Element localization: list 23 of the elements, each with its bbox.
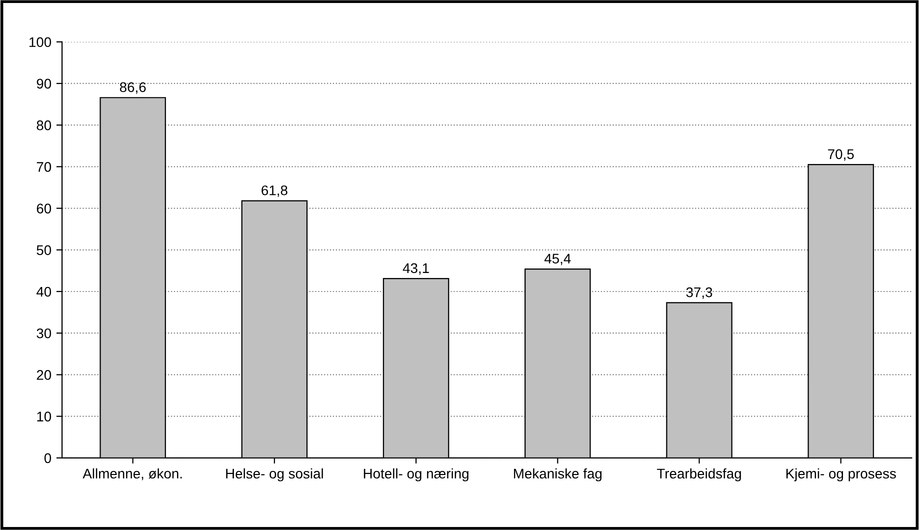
data-label: 86,6 bbox=[120, 82, 146, 94]
data-label: 61,8 bbox=[262, 185, 288, 197]
x-tick-label: Trearbeidsfag bbox=[656, 468, 741, 482]
x-tick-label: Helse- og sosial bbox=[226, 468, 323, 482]
x-tick-label: Mekaniske fag bbox=[514, 468, 602, 482]
data-label: 70,5 bbox=[828, 149, 854, 161]
y-tick-label: 20 bbox=[36, 370, 52, 380]
y-tick-label: 60 bbox=[36, 204, 52, 214]
y-tick-label: 30 bbox=[36, 328, 52, 338]
y-tick-label: 50 bbox=[36, 245, 52, 256]
y-tick-label: 40 bbox=[36, 286, 52, 297]
y-tick-label: 80 bbox=[36, 120, 52, 130]
y-tick-label: 70 bbox=[36, 162, 52, 172]
x-tick-label: Kjemi- og prosess bbox=[786, 468, 896, 482]
data-label: 45,4 bbox=[544, 254, 571, 266]
y-tick-label: 90 bbox=[36, 78, 52, 89]
y-tick-label: 0 bbox=[44, 453, 52, 464]
y-tick-label: 100 bbox=[30, 37, 52, 48]
data-label: 37,3 bbox=[686, 287, 712, 299]
x-tick-label: Hotell- og næring bbox=[364, 468, 468, 482]
y-tick-label: 10 bbox=[37, 412, 52, 422]
data-label: 43,1 bbox=[402, 263, 429, 275]
x-tick-label: Allmenne, økon. bbox=[82, 468, 182, 480]
